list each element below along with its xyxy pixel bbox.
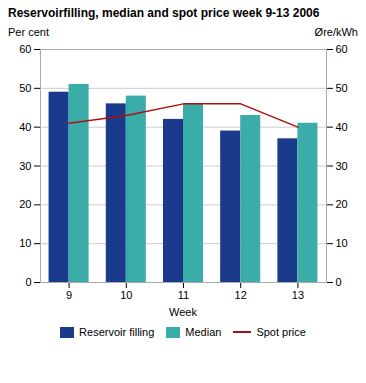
- svg-text:10: 10: [120, 289, 132, 301]
- svg-text:10: 10: [336, 237, 348, 249]
- html-text:Week: Week: [169, 306, 197, 318]
- svg-text:0: 0: [336, 276, 342, 288]
- html-text:Reservoir filling: Reservoir filling: [79, 326, 155, 338]
- svg-text:60: 60: [19, 43, 31, 55]
- svg-text:40: 40: [19, 121, 31, 133]
- svg-text:30: 30: [336, 160, 348, 172]
- svg-text:30: 30: [19, 160, 31, 172]
- svg-text:50: 50: [19, 82, 31, 94]
- svg-text:13: 13: [292, 289, 304, 301]
- html-text:Per cent: Per cent: [8, 26, 49, 38]
- svg-text:50: 50: [336, 82, 348, 94]
- svg-text:20: 20: [336, 198, 348, 210]
- svg-text:60: 60: [336, 43, 348, 55]
- svg-text:9: 9: [66, 289, 72, 301]
- html-text:Øre/kWh: Øre/kWh: [314, 26, 358, 38]
- svg-text:12: 12: [235, 289, 247, 301]
- svg-text:20: 20: [19, 198, 31, 210]
- svg-text:11: 11: [178, 289, 189, 301]
- html-text:Median: Median: [185, 326, 222, 338]
- svg-text:10: 10: [19, 237, 31, 249]
- html-text:Reservoirfilling, median and s: Reservoirfilling, median and spot price …: [8, 6, 320, 20]
- svg-text:40: 40: [336, 121, 348, 133]
- html-text:Spot price: Spot price: [256, 326, 306, 338]
- svg-text:0: 0: [25, 276, 31, 288]
